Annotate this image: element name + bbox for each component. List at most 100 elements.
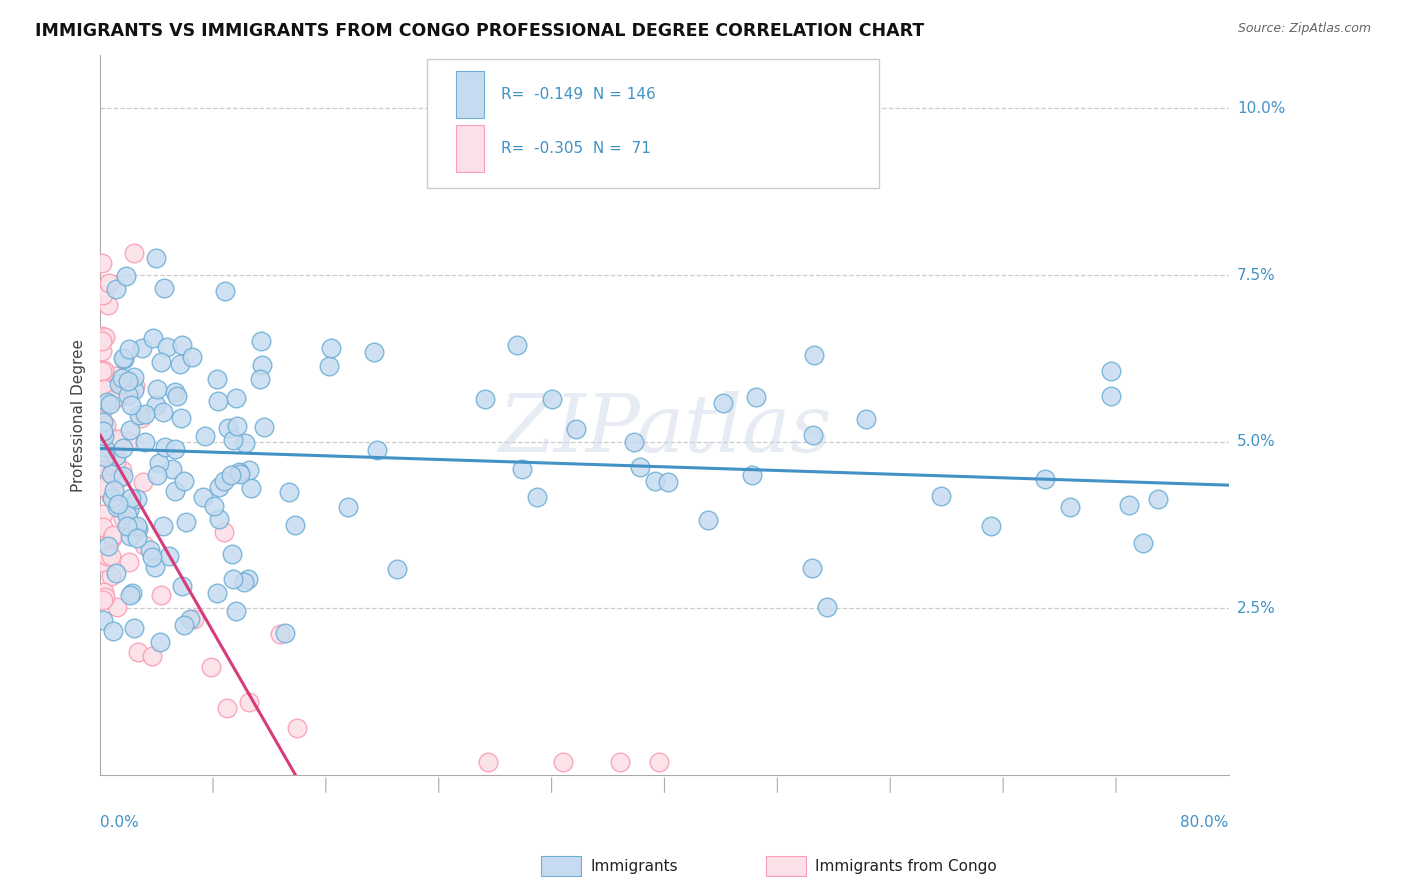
- Point: [111, 371, 134, 385]
- Point: [141, 549, 163, 564]
- Point: [250, 358, 273, 372]
- Point: [240, 481, 263, 495]
- Point: [111, 351, 134, 365]
- Point: [152, 405, 174, 419]
- Point: [173, 475, 195, 489]
- Point: [170, 579, 193, 593]
- Point: [174, 515, 197, 529]
- Point: [134, 538, 156, 552]
- Point: [238, 572, 260, 586]
- Point: [228, 465, 250, 479]
- Point: [208, 480, 231, 494]
- Point: [217, 421, 239, 435]
- Point: [221, 547, 243, 561]
- Point: [181, 350, 204, 364]
- Point: [183, 612, 205, 626]
- Point: [129, 410, 152, 425]
- Point: [165, 442, 187, 457]
- Bar: [456, 71, 484, 118]
- Point: [98, 397, 121, 411]
- Text: 5.0%: 5.0%: [1237, 434, 1275, 450]
- Point: [100, 489, 122, 503]
- Point: [105, 500, 128, 514]
- Point: [249, 334, 271, 348]
- Point: [90, 556, 112, 570]
- Point: [648, 755, 671, 769]
- Point: [152, 519, 174, 533]
- Point: [321, 341, 343, 355]
- Point: [104, 455, 127, 469]
- Text: 7.5%: 7.5%: [1237, 268, 1275, 283]
- Point: [565, 422, 588, 436]
- Point: [98, 276, 121, 290]
- Point: [134, 434, 156, 449]
- Point: [855, 411, 877, 425]
- Point: [222, 433, 245, 447]
- Point: [253, 419, 276, 434]
- Point: [980, 519, 1002, 533]
- Point: [145, 251, 167, 265]
- Point: [657, 475, 679, 490]
- Point: [112, 511, 135, 525]
- Point: [1033, 472, 1056, 486]
- Point: [238, 463, 260, 477]
- Point: [149, 635, 172, 649]
- Point: [117, 555, 139, 569]
- Point: [104, 449, 127, 463]
- Point: [94, 590, 117, 604]
- Text: 80.0%: 80.0%: [1181, 814, 1229, 830]
- Point: [115, 518, 138, 533]
- Point: [200, 660, 222, 674]
- Point: [103, 392, 125, 406]
- Point: [120, 398, 142, 412]
- Text: R=  -0.305  N =  71: R= -0.305 N = 71: [501, 141, 651, 156]
- Point: [97, 549, 120, 563]
- Point: [222, 572, 245, 586]
- Point: [1099, 389, 1122, 403]
- Point: [94, 450, 117, 465]
- Point: [366, 442, 388, 457]
- Point: [122, 621, 145, 635]
- Point: [115, 508, 138, 522]
- Point: [205, 585, 228, 599]
- Point: [107, 377, 129, 392]
- Point: [1118, 498, 1140, 512]
- Point: [225, 604, 247, 618]
- Point: [249, 372, 271, 386]
- Point: [111, 463, 134, 477]
- Point: [90, 343, 112, 358]
- Point: [90, 328, 112, 343]
- Point: [609, 755, 631, 769]
- Point: [125, 492, 148, 507]
- Text: Immigrants from Congo: Immigrants from Congo: [815, 859, 997, 873]
- Point: [212, 474, 235, 488]
- Point: [117, 503, 139, 517]
- Point: [131, 341, 153, 355]
- Point: [623, 435, 645, 450]
- Point: [124, 384, 146, 398]
- Point: [477, 755, 499, 769]
- Point: [105, 282, 128, 296]
- Point: [337, 500, 360, 514]
- Point: [215, 700, 238, 714]
- Point: [117, 374, 139, 388]
- Point: [107, 498, 129, 512]
- Point: [741, 467, 763, 482]
- Point: [551, 755, 574, 769]
- Point: [143, 559, 166, 574]
- Point: [105, 464, 128, 478]
- Point: [193, 490, 215, 504]
- Point: [125, 518, 148, 533]
- Point: [142, 331, 165, 345]
- Point: [173, 617, 195, 632]
- Point: [96, 395, 118, 409]
- Point: [277, 485, 299, 500]
- Point: [1059, 500, 1081, 514]
- Point: [212, 525, 235, 540]
- Point: [101, 491, 124, 505]
- Point: [207, 393, 229, 408]
- Point: [269, 627, 291, 641]
- Bar: [456, 126, 484, 172]
- Point: [318, 359, 340, 374]
- Point: [117, 388, 139, 402]
